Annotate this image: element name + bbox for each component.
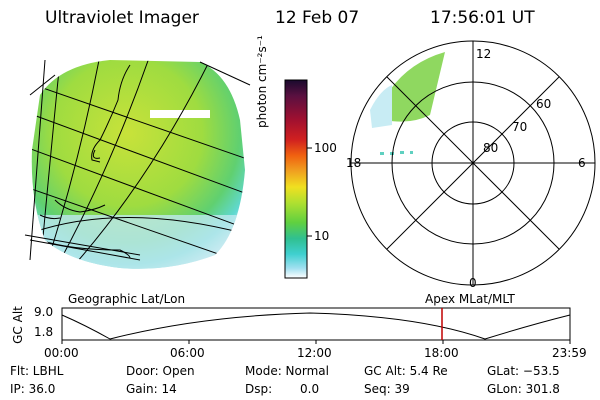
glon-field: GLon: 301.8 (487, 382, 560, 396)
polar-plot (350, 40, 596, 286)
dsp-value: 0.0 (300, 382, 320, 396)
gain-field: Gain: 14 (126, 382, 177, 396)
filter-field: Flt: LBHL (10, 364, 64, 378)
timeline-ymax: 9.0 (34, 305, 54, 319)
timeline-ylabel: GC Alt (11, 306, 25, 344)
timeline-xtick-2: 12:00 (297, 346, 332, 360)
uv-image (24, 59, 251, 269)
timeline-right-title: Apex MLat/MLT (425, 292, 515, 306)
timeline-xtick-0: 00:00 (44, 346, 79, 360)
colorbar-tick-100: 100 (314, 141, 337, 155)
timeline-xtick-4: 23:59 (552, 346, 587, 360)
timeline-xtick-1: 06:00 (170, 346, 205, 360)
polar-label-12: 12 (476, 47, 492, 61)
app-title: Ultraviolet Imager (45, 8, 199, 28)
date-label: 12 Feb 07 (275, 8, 360, 28)
door-field: Door: Open (126, 364, 195, 378)
timeline-xtick-3: 18:00 (424, 346, 459, 360)
colorbar-tick-10: 10 (314, 229, 330, 243)
colorbar-unit-label: photon cm⁻²s⁻¹ (255, 35, 269, 128)
colorbar (284, 79, 312, 279)
polar-label-0: 0 (469, 276, 477, 290)
mode-field: Mode: Normal (245, 364, 329, 378)
ip-field: IP: 36.0 (10, 382, 56, 396)
time-label: 17:56:01 UT (430, 8, 535, 28)
timeline-left-title: Geographic Lat/Lon (68, 292, 186, 306)
polar-label-6: 6 (578, 156, 586, 170)
polar-label-18: 18 (346, 156, 362, 170)
polar-ring-60: 60 (536, 97, 552, 111)
gc-alt-field: GC Alt: 5.4 Re (364, 364, 448, 378)
polar-ring-80: 80 (483, 141, 499, 155)
glat-field: GLat: −53.5 (487, 364, 560, 378)
polar-ring-70: 70 (512, 120, 528, 134)
dsp-label: Dsp: (245, 382, 273, 396)
timeline-ymin: 1.8 (34, 325, 54, 339)
seq-field: Seq: 39 (364, 382, 410, 396)
timeline-plot (61, 307, 571, 344)
